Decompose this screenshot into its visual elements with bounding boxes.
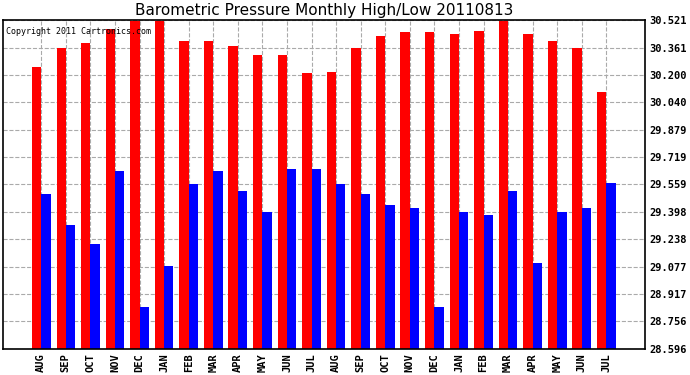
Bar — [155, 21, 164, 349]
Bar — [425, 33, 435, 349]
Bar — [361, 195, 370, 349]
Bar — [336, 184, 346, 349]
Bar — [262, 211, 272, 349]
Bar — [484, 215, 493, 349]
Bar — [327, 72, 336, 349]
Bar — [41, 195, 50, 349]
Bar — [106, 29, 115, 349]
Bar — [81, 43, 90, 349]
Bar — [57, 48, 66, 349]
Bar — [228, 46, 238, 349]
Bar — [499, 21, 508, 349]
Bar — [435, 307, 444, 349]
Bar — [410, 208, 419, 349]
Bar — [474, 31, 484, 349]
Bar — [164, 266, 173, 349]
Bar — [179, 41, 188, 349]
Bar — [32, 66, 41, 349]
Bar — [130, 21, 139, 349]
Bar — [508, 191, 518, 349]
Bar — [115, 171, 124, 349]
Bar — [558, 211, 566, 349]
Bar — [139, 307, 149, 349]
Bar — [385, 205, 395, 349]
Bar — [523, 34, 533, 349]
Bar — [582, 208, 591, 349]
Bar — [312, 169, 321, 349]
Bar — [400, 33, 410, 349]
Bar — [351, 48, 361, 349]
Bar — [597, 92, 607, 349]
Bar — [459, 211, 469, 349]
Bar — [302, 74, 312, 349]
Bar — [188, 184, 198, 349]
Bar — [204, 41, 213, 349]
Title: Barometric Pressure Monthly High/Low 20110813: Barometric Pressure Monthly High/Low 201… — [135, 3, 513, 18]
Bar — [253, 55, 262, 349]
Bar — [238, 191, 247, 349]
Bar — [287, 169, 296, 349]
Bar — [533, 262, 542, 349]
Bar — [548, 41, 558, 349]
Bar — [450, 34, 459, 349]
Text: Copyright 2011 Cartronics.com: Copyright 2011 Cartronics.com — [6, 27, 151, 36]
Bar — [90, 244, 100, 349]
Bar — [66, 225, 75, 349]
Bar — [213, 171, 223, 349]
Bar — [607, 183, 615, 349]
Bar — [277, 55, 287, 349]
Bar — [573, 48, 582, 349]
Bar — [376, 36, 385, 349]
